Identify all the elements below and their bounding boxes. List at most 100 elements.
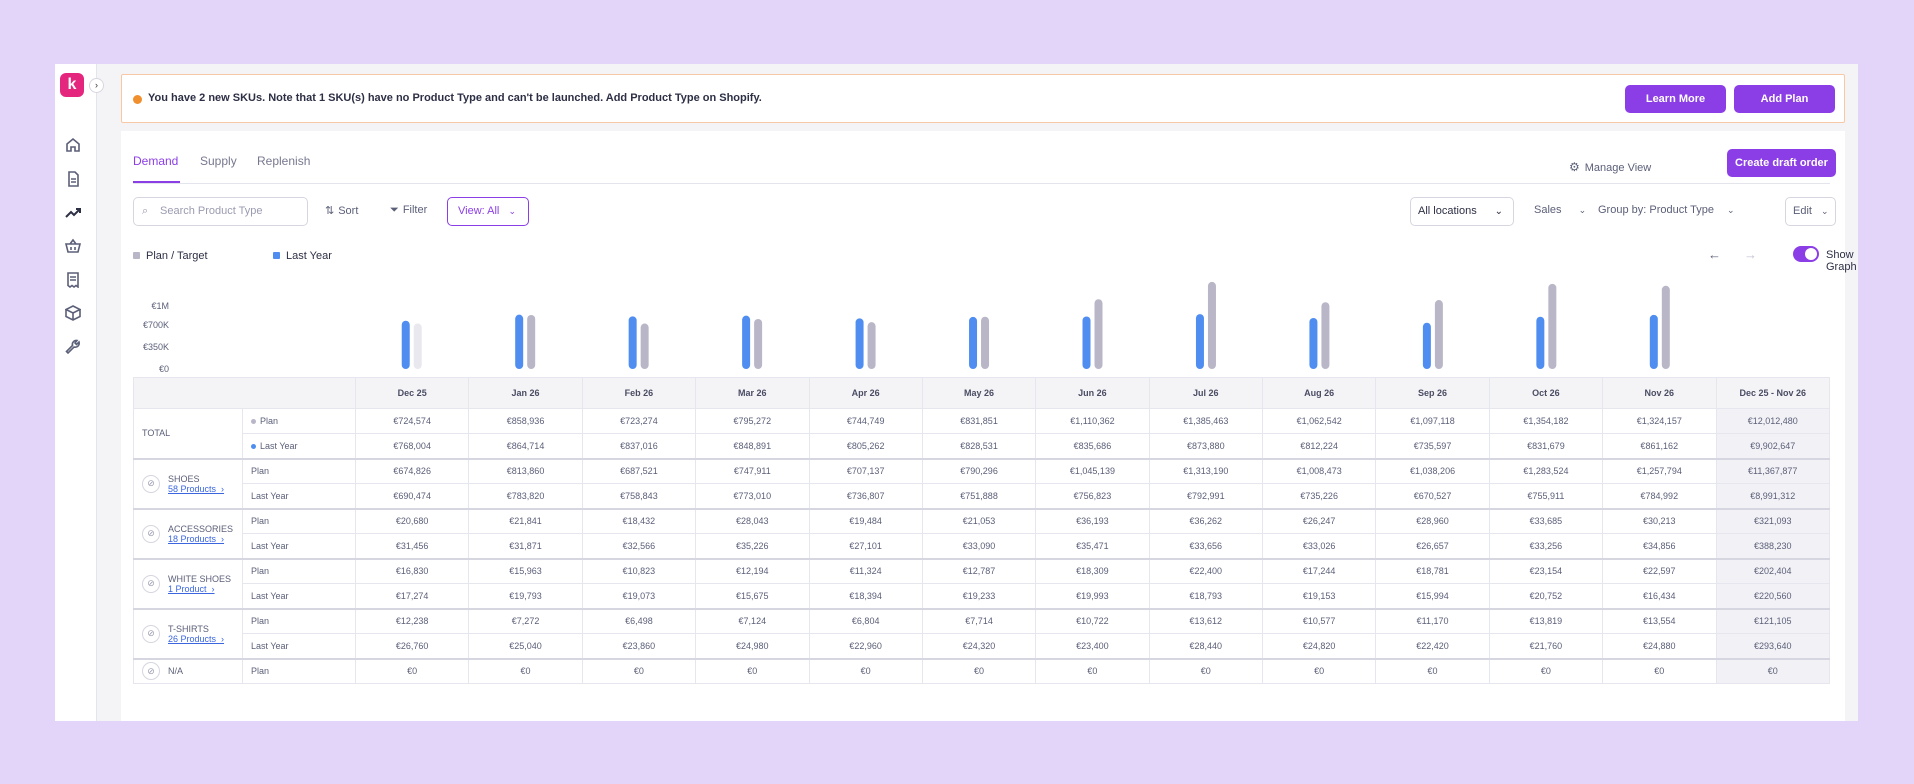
table-cell[interactable]: €6,498	[581, 607, 697, 634]
search-input[interactable]: ⌕ Search Product Type	[133, 197, 308, 226]
table-cell[interactable]: €34,856	[1602, 533, 1717, 559]
table-cell[interactable]: €783,820	[468, 483, 583, 509]
table-cell[interactable]: €11,324	[808, 557, 923, 584]
brand-logo[interactable]: k	[60, 73, 84, 97]
table-cell[interactable]: €20,680	[354, 507, 470, 534]
table-cell[interactable]: €1,354,182	[1488, 408, 1604, 434]
bar-plan[interactable]	[640, 323, 649, 369]
table-cell[interactable]: €9,902,647	[1715, 433, 1830, 459]
table-cell[interactable]: €25,040	[468, 633, 583, 659]
bar-last-year[interactable]	[1195, 314, 1204, 369]
bar-plan[interactable]	[527, 315, 536, 369]
metric-dropdown[interactable]: Sales ⌄	[1534, 204, 1586, 216]
table-cell[interactable]: €220,560	[1715, 583, 1830, 609]
table-cell[interactable]: €0	[1488, 657, 1604, 684]
table-cell[interactable]: €23,154	[1488, 557, 1604, 584]
table-cell[interactable]: €744,749	[808, 408, 923, 434]
table-cell[interactable]: €0	[695, 657, 810, 684]
table-cell[interactable]: €0	[1148, 657, 1264, 684]
bar-last-year[interactable]	[1309, 317, 1318, 369]
table-cell[interactable]: €22,420	[1375, 633, 1490, 659]
table-cell[interactable]: €1,257,794	[1602, 457, 1717, 484]
table-cell[interactable]: €0	[808, 657, 923, 684]
table-cell[interactable]: €1,045,139	[1035, 457, 1150, 484]
table-cell[interactable]: €0	[1715, 657, 1830, 684]
table-cell[interactable]: €12,787	[921, 557, 1037, 584]
home-icon[interactable]	[64, 136, 82, 154]
trend-icon[interactable]	[64, 204, 82, 222]
table-cell[interactable]: €31,456	[354, 533, 470, 559]
tab-demand[interactable]: Demand	[133, 154, 179, 168]
bar-plan[interactable]	[1434, 300, 1443, 369]
add-plan-button[interactable]: Add Plan	[1734, 85, 1835, 113]
table-cell[interactable]: €388,230	[1715, 533, 1830, 559]
table-cell[interactable]: €18,781	[1375, 557, 1490, 584]
table-cell[interactable]: €828,531	[921, 433, 1037, 459]
bar-plan[interactable]	[981, 316, 990, 369]
bar-plan[interactable]	[1321, 302, 1330, 369]
table-cell[interactable]: €7,714	[921, 607, 1037, 634]
table-cell[interactable]: €6,804	[808, 607, 923, 634]
table-cell[interactable]: €687,521	[581, 457, 697, 484]
table-cell[interactable]: €1,008,473	[1261, 457, 1377, 484]
table-cell[interactable]: €812,224	[1261, 433, 1377, 459]
table-cell[interactable]: €747,911	[695, 457, 810, 484]
table-cell[interactable]: €12,238	[354, 607, 470, 634]
bar-plan[interactable]	[413, 323, 422, 369]
table-cell[interactable]: €11,367,877	[1715, 457, 1830, 484]
table-cell[interactable]: €795,272	[695, 408, 810, 434]
table-cell[interactable]: €36,262	[1148, 507, 1264, 534]
table-cell[interactable]: €1,313,190	[1148, 457, 1264, 484]
table-cell[interactable]: €1,385,463	[1148, 408, 1264, 434]
prev-arrow-icon[interactable]: ←	[1708, 247, 1721, 262]
table-cell[interactable]: €0	[1261, 657, 1377, 684]
table-cell[interactable]: €36,193	[1035, 507, 1150, 534]
table-cell[interactable]: €790,296	[921, 457, 1037, 484]
table-cell[interactable]: €13,819	[1488, 607, 1604, 634]
table-cell[interactable]: €792,991	[1148, 483, 1264, 509]
table-cell[interactable]: €837,016	[581, 433, 697, 459]
table-cell[interactable]: €735,226	[1261, 483, 1377, 509]
table-cell[interactable]: €13,612	[1148, 607, 1264, 634]
bar-last-year[interactable]	[515, 314, 524, 369]
table-cell[interactable]: €28,043	[695, 507, 810, 534]
table-cell[interactable]: €121,105	[1715, 607, 1830, 634]
table-cell[interactable]: €813,860	[468, 457, 583, 484]
bar-last-year[interactable]	[1536, 316, 1545, 369]
table-cell[interactable]: €19,793	[468, 583, 583, 609]
table-cell[interactable]: €723,274	[581, 408, 697, 434]
table-cell[interactable]: €7,124	[695, 607, 810, 634]
table-cell[interactable]: €16,434	[1602, 583, 1717, 609]
table-cell[interactable]: €21,841	[468, 507, 583, 534]
expand-sidebar-button[interactable]: ›	[89, 78, 104, 93]
table-cell[interactable]: €24,880	[1602, 633, 1717, 659]
table-cell[interactable]: €0	[354, 657, 470, 684]
table-cell[interactable]: €835,686	[1035, 433, 1150, 459]
table-cell[interactable]: €22,400	[1148, 557, 1264, 584]
table-cell[interactable]: €17,274	[354, 583, 470, 609]
table-cell[interactable]: €33,685	[1488, 507, 1604, 534]
bar-plan[interactable]	[1207, 281, 1216, 369]
table-cell[interactable]: €0	[921, 657, 1037, 684]
table-cell[interactable]: €293,640	[1715, 633, 1830, 659]
table-cell[interactable]: €33,090	[921, 533, 1037, 559]
group-by-dropdown[interactable]: Group by: Product Type ⌄	[1598, 204, 1735, 216]
tab-replenish[interactable]: Replenish	[257, 154, 311, 168]
table-cell[interactable]: €0	[1602, 657, 1717, 684]
table-cell[interactable]: €674,826	[354, 457, 470, 484]
bar-plan[interactable]	[1094, 299, 1103, 369]
show-graph-toggle[interactable]	[1793, 246, 1819, 262]
view-dropdown[interactable]: View: All ⌄	[447, 197, 529, 226]
basket-icon[interactable]	[64, 237, 82, 255]
table-cell[interactable]: €19,233	[921, 583, 1037, 609]
table-cell[interactable]: €1,324,157	[1602, 408, 1717, 434]
table-cell[interactable]: €26,247	[1261, 507, 1377, 534]
table-cell[interactable]: €758,843	[581, 483, 697, 509]
manage-view-button[interactable]: ⚙ Manage View	[1569, 160, 1651, 174]
products-link[interactable]: 26 Products ›	[168, 633, 225, 644]
table-cell[interactable]: €16,830	[354, 557, 470, 584]
table-cell[interactable]: €30,213	[1602, 507, 1717, 534]
table-cell[interactable]: €784,992	[1602, 483, 1717, 509]
table-cell[interactable]: €8,991,312	[1715, 483, 1830, 509]
bar-last-year[interactable]	[1422, 322, 1431, 369]
